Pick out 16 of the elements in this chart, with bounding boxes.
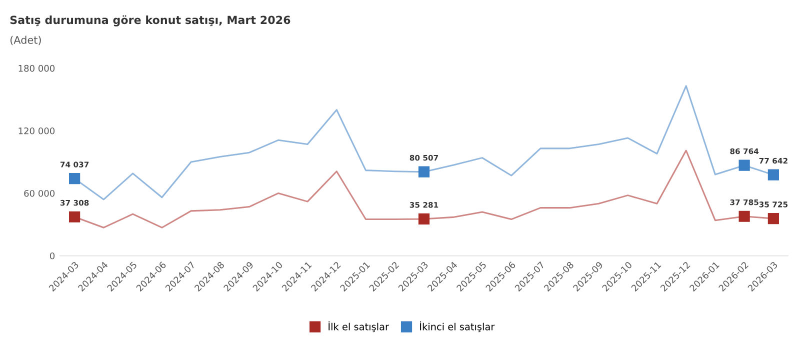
y-tick-label: 60 000 (24, 190, 55, 197)
chart-subtitle: (Adet) (10, 36, 41, 46)
chart-title: Satış durumuna göre konut satışı, Mart 2026 (10, 15, 290, 26)
point (69, 173, 80, 184)
point (768, 169, 779, 180)
point (768, 212, 779, 224)
y-tick-label: 180 000 (18, 64, 55, 72)
point (738, 160, 750, 171)
point (418, 213, 430, 225)
legend-label: İlk el satışlar (328, 321, 390, 332)
y-tick-label: 120 000 (18, 127, 55, 134)
y-tick-label: 0 (50, 252, 55, 260)
point (418, 166, 430, 178)
legend-label: İkinci el satışlar (420, 321, 495, 332)
point (738, 210, 750, 222)
point (69, 211, 80, 222)
